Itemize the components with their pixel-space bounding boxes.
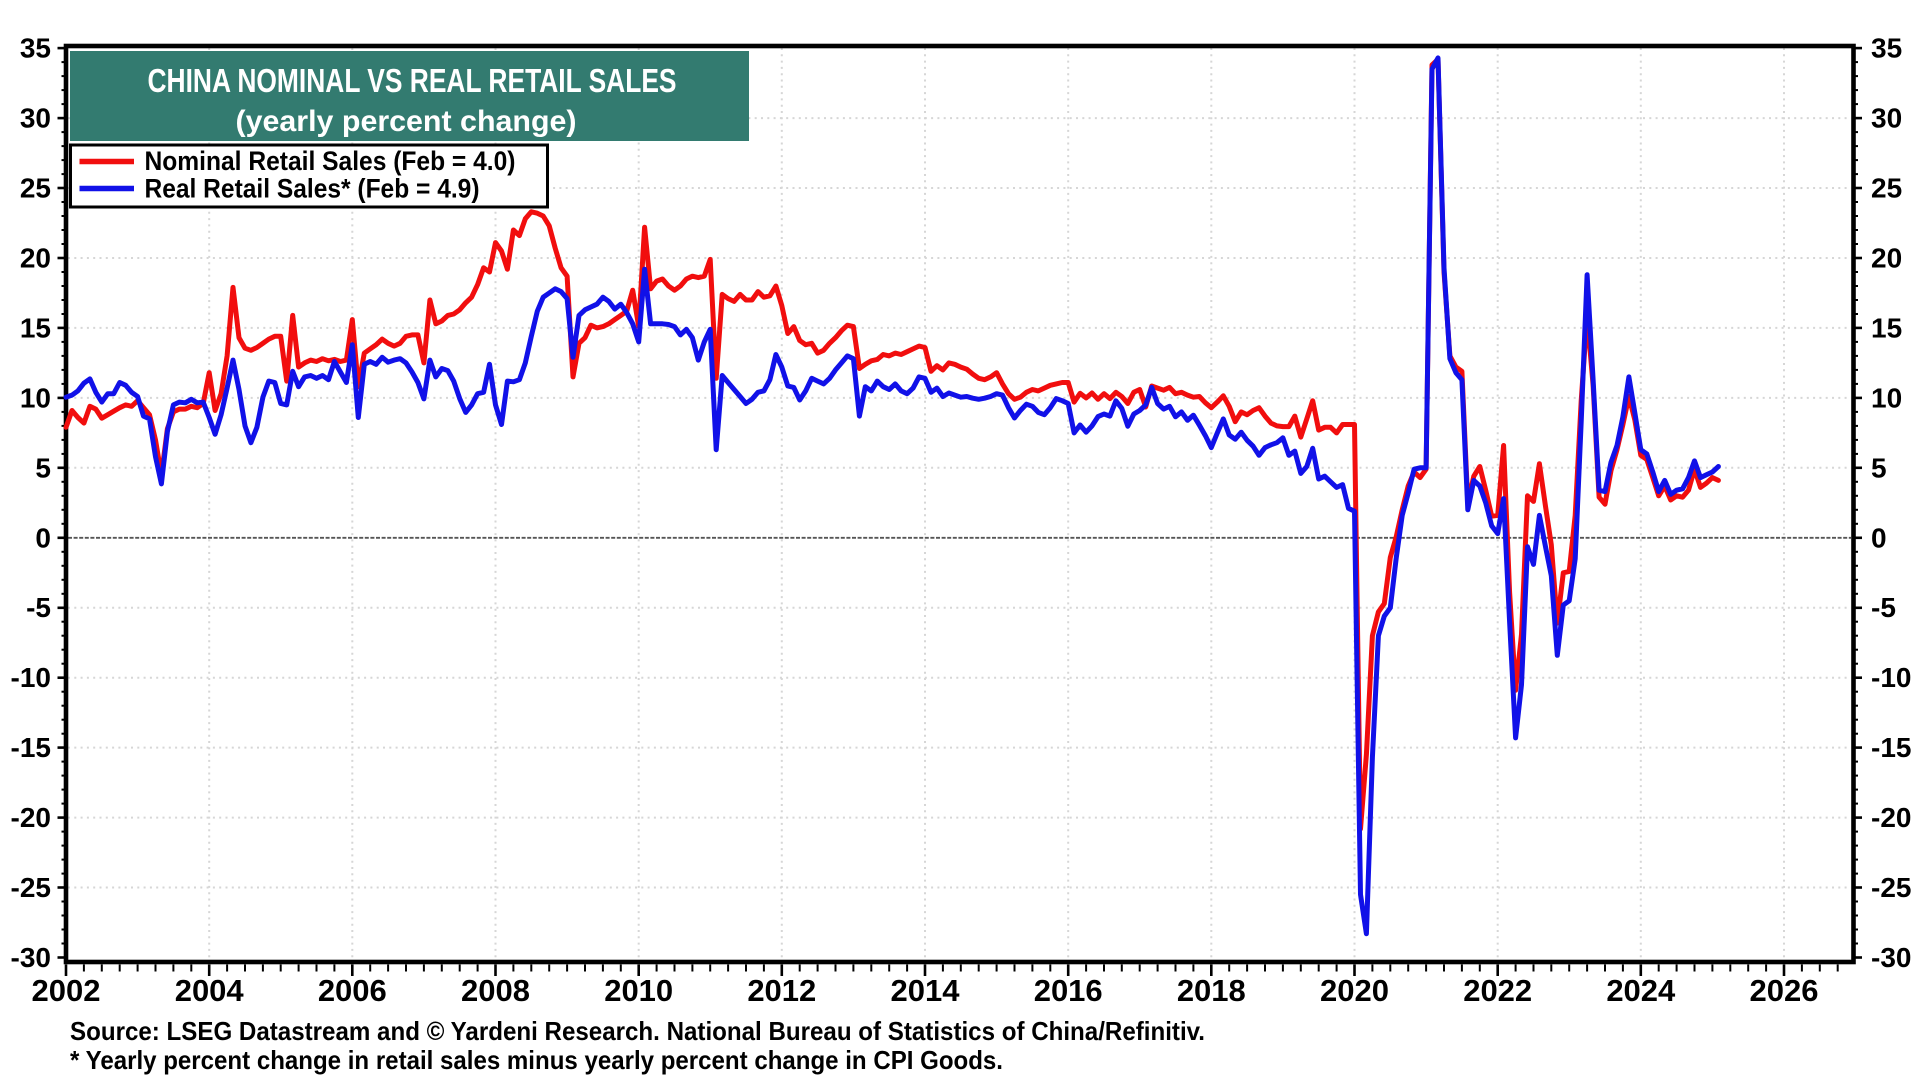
svg-text:Real Retail Sales* (Feb = 4.9): Real Retail Sales* (Feb = 4.9) <box>145 174 480 204</box>
svg-text:-25: -25 <box>11 872 51 903</box>
svg-text:20: 20 <box>1871 243 1902 274</box>
svg-text:2018: 2018 <box>1177 973 1246 1008</box>
svg-text:-15: -15 <box>11 732 51 763</box>
svg-text:20: 20 <box>20 243 51 274</box>
svg-text:5: 5 <box>35 452 51 483</box>
svg-text:15: 15 <box>20 312 51 343</box>
svg-text:2022: 2022 <box>1463 973 1532 1008</box>
svg-text:30: 30 <box>20 103 51 134</box>
svg-text:2026: 2026 <box>1750 973 1819 1008</box>
svg-text:2006: 2006 <box>318 973 387 1008</box>
svg-text:(yearly percent change): (yearly percent change) <box>236 105 577 138</box>
svg-text:2012: 2012 <box>747 973 816 1008</box>
svg-text:Source: LSEG Datastream and ©: Source: LSEG Datastream and © Yardeni Re… <box>70 1016 1205 1046</box>
svg-text:2016: 2016 <box>1034 973 1103 1008</box>
svg-text:CHINA NOMINAL VS REAL RETAIL S: CHINA NOMINAL VS REAL RETAIL SALES <box>148 62 677 99</box>
svg-text:-20: -20 <box>11 802 51 833</box>
svg-text:0: 0 <box>1871 522 1887 553</box>
svg-text:10: 10 <box>20 382 51 413</box>
svg-text:-15: -15 <box>1871 732 1911 763</box>
svg-text:2010: 2010 <box>604 973 673 1008</box>
svg-text:-25: -25 <box>1871 872 1911 903</box>
svg-text:-5: -5 <box>26 592 51 623</box>
svg-text:10: 10 <box>1871 382 1902 413</box>
svg-text:35: 35 <box>1871 33 1902 64</box>
svg-text:30: 30 <box>1871 103 1902 134</box>
svg-text:25: 25 <box>1871 173 1902 204</box>
svg-text:-20: -20 <box>1871 802 1911 833</box>
svg-text:25: 25 <box>20 173 51 204</box>
svg-text:2004: 2004 <box>175 973 245 1008</box>
svg-text:Nominal Retail Sales (Feb = 4.: Nominal Retail Sales (Feb = 4.0) <box>145 146 516 176</box>
svg-text:35: 35 <box>20 33 51 64</box>
svg-text:-10: -10 <box>11 662 51 693</box>
svg-text:2008: 2008 <box>461 973 530 1008</box>
svg-text:0: 0 <box>35 522 51 553</box>
svg-text:2024: 2024 <box>1606 973 1676 1008</box>
svg-text:-30: -30 <box>1871 942 1911 973</box>
svg-text:2020: 2020 <box>1320 973 1389 1008</box>
svg-text:15: 15 <box>1871 312 1902 343</box>
svg-text:2014: 2014 <box>891 973 961 1008</box>
svg-text:2002: 2002 <box>32 973 101 1008</box>
svg-text:-30: -30 <box>11 942 51 973</box>
svg-text:-10: -10 <box>1871 662 1911 693</box>
svg-text:-5: -5 <box>1871 592 1896 623</box>
svg-text:* Yearly percent change in ret: * Yearly percent change in retail sales … <box>70 1045 1003 1075</box>
svg-text:5: 5 <box>1871 452 1887 483</box>
